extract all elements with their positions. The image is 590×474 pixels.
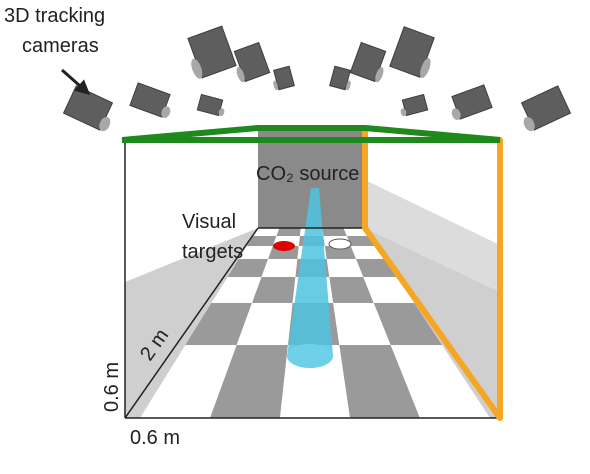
floor-tile: [253, 228, 280, 236]
checkerboard-floor: [140, 228, 490, 418]
floor-edge: [124, 227, 259, 419]
camera: [233, 41, 271, 83]
frame-lines: [124, 140, 500, 419]
camera-lens: [218, 108, 225, 117]
height-label: 0.6 m: [101, 362, 123, 412]
camera: [273, 65, 295, 91]
camera-lens: [400, 108, 407, 117]
camera-body: [273, 65, 295, 91]
right-wall-shade: [365, 180, 500, 292]
plume-end: [287, 344, 333, 368]
cameras-label: 3D tracking: [4, 5, 105, 27]
camera: [451, 84, 493, 120]
camera-lens: [273, 80, 278, 91]
floor-tile: [246, 236, 277, 246]
cameras-label: cameras: [22, 35, 99, 57]
camera: [349, 41, 387, 83]
camera-lens: [375, 67, 384, 83]
camera: [129, 82, 171, 118]
floor-tile: [333, 303, 391, 345]
co2-plume: [287, 188, 333, 368]
width-label: 0.6 m: [130, 427, 180, 449]
green-frame: [121, 125, 501, 143]
camera: [400, 93, 429, 117]
camera-body: [520, 85, 572, 131]
red-target: [273, 241, 295, 251]
camera-lens: [346, 80, 351, 91]
camera-body: [401, 93, 429, 117]
floor-tile: [373, 303, 442, 345]
targets-label: targets: [182, 241, 243, 263]
floor-tile: [252, 277, 296, 303]
camera-lens: [451, 108, 461, 120]
floor-tile: [339, 345, 420, 418]
camera: [62, 85, 114, 132]
camera-body: [329, 65, 351, 91]
camera-lens: [99, 116, 111, 132]
camera-lens: [161, 106, 171, 118]
floor-tile: [329, 277, 374, 303]
camera-lens: [191, 58, 203, 79]
camera-lens: [420, 58, 431, 78]
co2-label: CO₂ source: [256, 163, 359, 185]
camera: [187, 25, 237, 79]
camera: [520, 85, 572, 132]
camera-body: [349, 41, 387, 83]
camera: [389, 26, 435, 78]
camera-body: [196, 93, 224, 117]
floor-tile: [261, 259, 298, 277]
camera: [329, 65, 351, 91]
floor-tile: [210, 345, 288, 418]
floor-tile: [238, 246, 273, 259]
camera-lens: [523, 116, 535, 132]
floor-tile: [324, 246, 357, 259]
floor-tile: [185, 303, 253, 345]
floor-tile: [363, 277, 415, 303]
white-target: [328, 238, 352, 250]
green-outline: [121, 125, 501, 143]
floor-tile: [390, 345, 490, 418]
camera-lens: [236, 67, 245, 83]
floor-tile: [236, 303, 293, 345]
floor-tile: [276, 228, 301, 236]
floor-tile: [211, 277, 262, 303]
cameras: [62, 25, 572, 132]
camera-arrow: [61, 68, 91, 95]
camera: [196, 93, 225, 117]
floor-tile: [322, 228, 347, 236]
floor-tile: [326, 259, 364, 277]
camera-body: [451, 84, 493, 120]
floor-tile: [227, 259, 269, 277]
camera-body: [233, 41, 271, 83]
camera-body: [62, 85, 114, 131]
floor-tile: [140, 345, 237, 418]
camera-body: [129, 82, 171, 118]
targets-label: Visual: [182, 211, 236, 233]
